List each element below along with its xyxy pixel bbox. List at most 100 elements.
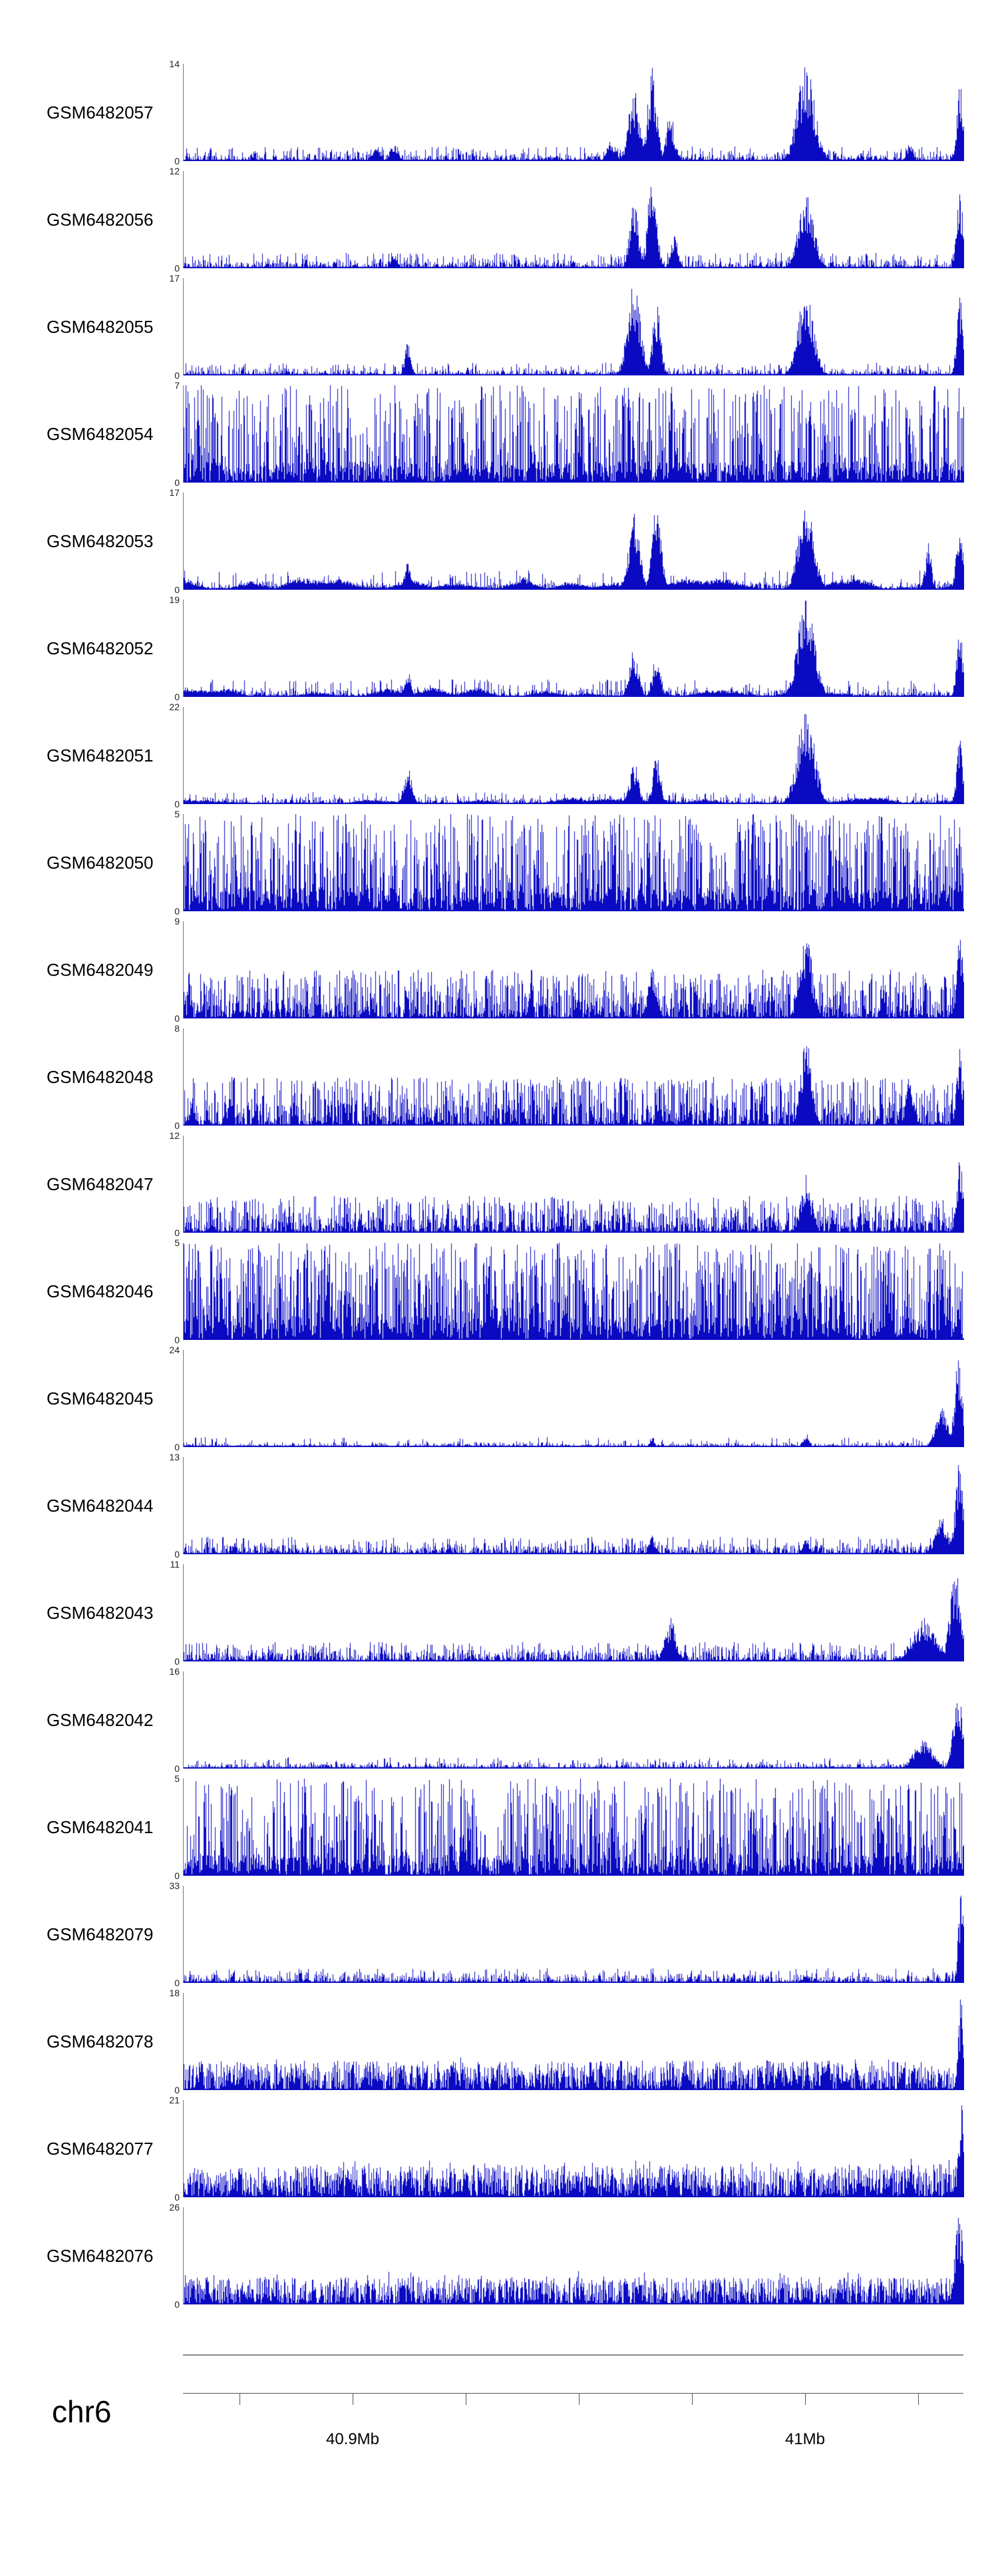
track-signal-plot: 5 0 — [174, 1237, 964, 1345]
track-label: GSM6482047 — [47, 1174, 154, 1194]
track-signal-canvas — [184, 1457, 964, 1554]
track-row: GSM6482042 16 0 — [0, 1666, 998, 1779]
track-signal-plot: 11 0 — [170, 1559, 964, 1667]
track-ymax-label: 8 — [174, 1023, 180, 1034]
track-row: GSM6482056 12 0 — [0, 166, 998, 278]
track-label: GSM6482054 — [47, 424, 154, 444]
track-ymin-label: 0 — [174, 370, 180, 381]
track-ymin-label: 0 — [174, 1763, 180, 1774]
track-label: GSM6482079 — [47, 1924, 154, 1944]
track-ymax-label: 18 — [169, 1988, 180, 1998]
track-label: GSM6482053 — [47, 531, 154, 551]
track-signal-canvas — [184, 493, 964, 590]
track-label: GSM6482077 — [47, 2139, 154, 2159]
track-signal-canvas — [184, 707, 964, 804]
track-signal-plot: 24 0 — [169, 1345, 964, 1452]
track-ymax-label: 24 — [169, 1345, 180, 1355]
track-row: GSM6482078 18 0 — [0, 1988, 998, 2100]
track-ymin-label: 0 — [174, 2299, 180, 2310]
track-row: GSM6482050 5 0 — [0, 809, 998, 921]
track-signal-plot: 8 0 — [174, 1023, 964, 1131]
track-signal-canvas — [184, 1350, 964, 1447]
track-ymin-label: 0 — [174, 1656, 180, 1667]
track-signal-plot: 21 0 — [169, 2095, 964, 2203]
track-ymin-label: 0 — [174, 799, 180, 809]
ruler-tick-label: 40.9Mb — [325, 2430, 380, 2448]
track-ymax-label: 12 — [169, 1130, 180, 1141]
track-label: GSM6482055 — [47, 317, 154, 337]
track-ymin-label: 0 — [174, 906, 180, 917]
track-ymax-label: 14 — [169, 59, 180, 69]
track-label: GSM6482049 — [47, 960, 154, 980]
track-ymin-label: 0 — [174, 1227, 180, 1238]
track-ymin-label: 0 — [174, 692, 180, 702]
track-signal-plot: 22 0 — [169, 702, 964, 809]
track-label: GSM6482057 — [47, 103, 154, 122]
ruler-tick — [918, 2393, 919, 2405]
track-label: GSM6482042 — [47, 1710, 154, 1730]
track-label: GSM6482043 — [47, 1603, 154, 1623]
track-signal-plot: 9 0 — [174, 916, 964, 1024]
track-row: GSM6482043 11 0 — [0, 1559, 998, 1671]
track-label: GSM6482056 — [47, 210, 154, 230]
track-signal-canvas — [184, 2100, 964, 2197]
track-signal-canvas — [184, 600, 964, 697]
track-ymin-label: 0 — [174, 1870, 180, 1881]
track-signal-canvas — [184, 1028, 964, 1126]
track-label: GSM6482052 — [47, 638, 154, 658]
track-signal-plot: 16 0 — [169, 1666, 964, 1774]
track-signal-plot: 12 0 — [169, 166, 964, 274]
track-ymax-label: 16 — [169, 1666, 180, 1677]
ruler-tick — [579, 2393, 580, 2405]
track-label: GSM6482041 — [47, 1817, 154, 1837]
track-signal-canvas — [184, 385, 964, 483]
ruler-tick — [692, 2393, 693, 2405]
track-signal-canvas — [184, 814, 964, 911]
track-ymin-label: 0 — [174, 2085, 180, 2095]
ruler-tick — [805, 2393, 806, 2405]
track-signal-canvas — [184, 1564, 964, 1661]
track-signal-canvas — [184, 278, 964, 375]
track-ymax-label: 19 — [169, 594, 180, 605]
track-ymin-label: 0 — [174, 477, 180, 488]
track-ymax-label: 5 — [174, 1237, 180, 1248]
ruler-tick-label: 41Mb — [784, 2430, 826, 2448]
track-signal-canvas — [184, 1671, 964, 1769]
track-signal-plot: 18 0 — [169, 1988, 964, 2095]
track-signal-canvas — [184, 171, 964, 268]
track-row: GSM6482076 26 0 — [0, 2202, 998, 2314]
track-ymax-label: 22 — [169, 702, 180, 712]
track-label: GSM6482045 — [47, 1389, 154, 1408]
track-signal-plot: 17 0 — [169, 487, 964, 595]
track-row: GSM6482041 5 0 — [0, 1773, 998, 1886]
track-row: GSM6482053 17 0 — [0, 487, 998, 600]
track-ymax-label: 9 — [174, 916, 180, 927]
tracks-container: GSM6482057 14 0 GSM6482056 12 0 GSM64820… — [0, 59, 998, 2314]
track-ymax-label: 12 — [169, 166, 180, 176]
track-ymin-label: 0 — [174, 1549, 180, 1560]
track-signal-plot: 5 0 — [174, 809, 964, 917]
track-signal-plot: 17 0 — [169, 273, 964, 381]
track-label: GSM6482078 — [47, 2032, 154, 2051]
track-ymin-label: 0 — [174, 1335, 180, 1345]
track-ymax-label: 17 — [169, 273, 180, 284]
track-signal-canvas — [184, 1886, 964, 1983]
track-ymin-label: 0 — [174, 1120, 180, 1131]
track-row: GSM6482049 9 0 — [0, 916, 998, 1028]
track-signal-plot: 7 0 — [174, 380, 964, 488]
track-signal-canvas — [184, 1993, 964, 2090]
track-row: GSM6482079 33 0 — [0, 1880, 998, 1993]
track-signal-canvas — [184, 1136, 964, 1233]
track-ymax-label: 21 — [169, 2095, 180, 2105]
track-signal-plot: 26 0 — [169, 2202, 964, 2310]
track-signal-canvas — [184, 1779, 964, 1876]
chromosome-label: chr6 — [52, 2394, 112, 2429]
track-signal-canvas — [184, 64, 964, 161]
track-ymin-label: 0 — [174, 1978, 180, 1988]
track-row: GSM6482048 8 0 — [0, 1023, 998, 1136]
track-row: GSM6482057 14 0 — [0, 59, 998, 171]
track-row: GSM6482044 13 0 — [0, 1452, 998, 1564]
track-ymax-label: 7 — [174, 380, 180, 391]
track-signal-plot: 14 0 — [169, 59, 964, 166]
